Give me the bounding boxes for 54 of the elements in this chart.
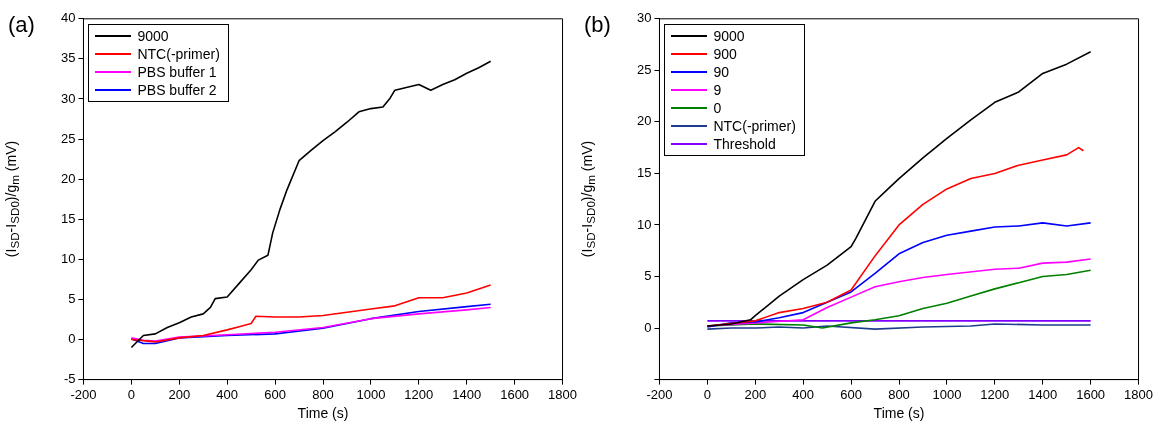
x-tick-label: 400 [216, 386, 239, 402]
y-tick-label: 10 [636, 216, 652, 232]
chart-title: (a) [8, 12, 35, 38]
chart-title: (b) [584, 12, 611, 38]
x-axis-title: Time (s) [297, 405, 349, 422]
legend-label: PBS buffer 1 [137, 62, 217, 81]
x-tick-label: 1000 [356, 386, 386, 402]
legend-label: 9 [713, 80, 722, 99]
x-tick-label: -200 [70, 386, 97, 402]
y-tick-label: 25 [636, 61, 652, 77]
legend-label: Threshold [713, 134, 776, 153]
legend-label: 9000 [713, 26, 745, 45]
x-tick-label: 1600 [500, 386, 530, 402]
x-tick-label: 200 [168, 386, 191, 402]
x-tick-label: 0 [703, 386, 711, 402]
x-tick-label: 1800 [548, 386, 577, 402]
y-tick-label: 20 [60, 170, 76, 186]
legend-label: NTC(-primer) [713, 116, 796, 135]
y-tick-label: 15 [636, 165, 652, 181]
x-tick-label: 1200 [404, 386, 434, 402]
x-tick-label: 1200 [980, 386, 1010, 402]
y-tick-label: 30 [60, 90, 76, 106]
x-tick-label: 0 [127, 386, 135, 402]
legend-label: 9000 [137, 26, 169, 45]
y-tick-label: 0 [68, 331, 76, 347]
y-tick-label: 5 [644, 268, 652, 284]
y-tick-label: 20 [636, 113, 652, 129]
legend-label: 900 [713, 44, 737, 63]
legend-label: 90 [713, 62, 730, 81]
x-tick-label: 600 [840, 386, 862, 402]
legend-label: PBS buffer 2 [137, 80, 217, 99]
y-tick-label: 15 [60, 210, 76, 226]
x-tick-label: 800 [888, 386, 910, 402]
y-tick-label: 25 [60, 130, 76, 146]
x-tick-label: 400 [792, 386, 815, 402]
legend-label: NTC(-primer) [137, 44, 220, 63]
x-tick-label: 1000 [932, 386, 962, 402]
x-tick-label: 600 [264, 386, 286, 402]
y-tick-label: 35 [60, 50, 76, 66]
legend-label: 0 [713, 98, 722, 117]
x-tick-label: 1400 [452, 386, 482, 402]
y-tick-label: -5 [63, 371, 76, 387]
x-tick-label: 1800 [1124, 386, 1153, 402]
x-axis-title: Time (s) [873, 405, 925, 422]
x-tick-label: 1400 [1028, 386, 1058, 402]
x-tick-label: 1600 [1076, 386, 1106, 402]
y-tick-label: 30 [636, 10, 652, 26]
x-tick-label: 200 [744, 386, 767, 402]
x-tick-label: 800 [312, 386, 334, 402]
y-tick-label: 5 [68, 291, 76, 306]
y-tick-label: 10 [60, 250, 76, 266]
x-tick-label: -200 [646, 386, 673, 402]
y-tick-label: 40 [60, 10, 76, 26]
y-tick-label: 0 [644, 319, 652, 335]
